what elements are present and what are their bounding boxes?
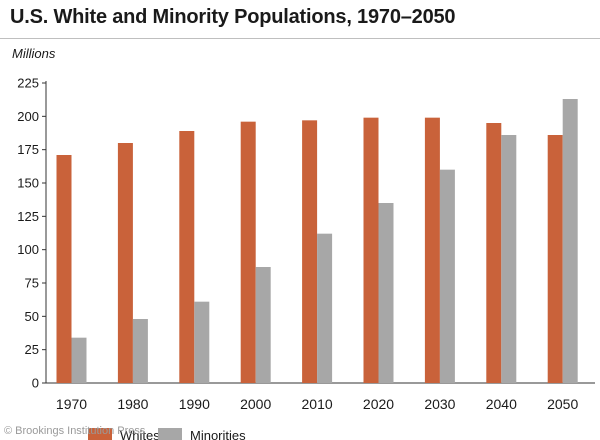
legend-label-minorities: Minorities [190,428,246,440]
legend-label-whites: Whites [120,428,160,440]
bar-whites [56,155,72,383]
y-tick-label: 0 [32,376,39,391]
title-divider [0,38,600,39]
x-tick-label: 1980 [117,396,148,412]
x-tick-label: 2020 [363,396,394,412]
x-tick-label: 1990 [179,396,210,412]
y-tick-label: 25 [25,342,39,357]
bar-minorities [501,135,517,383]
bar-whites [302,120,318,383]
chart-title: U.S. White and Minority Populations, 197… [10,6,456,28]
y-tick-label: 225 [17,76,39,91]
y-tick-label: 125 [17,209,39,224]
y-tick-label: 100 [17,242,39,257]
x-tick-label: 2030 [424,396,455,412]
bar-minorities [378,203,394,383]
bar-minorities [194,301,210,383]
bar-whites [363,117,379,384]
bar-minorities [71,337,87,383]
legend-swatch-minorities [158,428,182,440]
bar-minorities [439,169,455,383]
bar-whites [179,131,195,383]
bar-whites [424,117,440,384]
x-tick-label: 2000 [240,396,271,412]
bar-minorities [132,319,148,383]
x-tick-label: 2050 [547,396,578,412]
bar-whites [486,123,502,383]
y-tick-label: 175 [17,142,39,157]
x-tick-label: 2040 [486,396,517,412]
y-tick-label: 150 [17,176,39,191]
image-credit: © Brookings Institution Press [4,425,146,437]
legend-swatch-whites [88,428,112,440]
y-tick-label: 200 [17,109,39,124]
bar-whites [117,143,133,383]
bar-minorities [562,99,578,383]
x-tick-label: 2010 [302,396,333,412]
y-axis-label: Millions [12,46,56,61]
bar-minorities [317,233,333,383]
bar-whites [547,135,563,383]
x-tick-label: 1970 [56,396,87,412]
y-tick-label: 50 [25,309,39,324]
y-tick-label: 75 [25,276,39,291]
bar-whites [240,121,256,384]
bar-minorities [255,267,271,383]
